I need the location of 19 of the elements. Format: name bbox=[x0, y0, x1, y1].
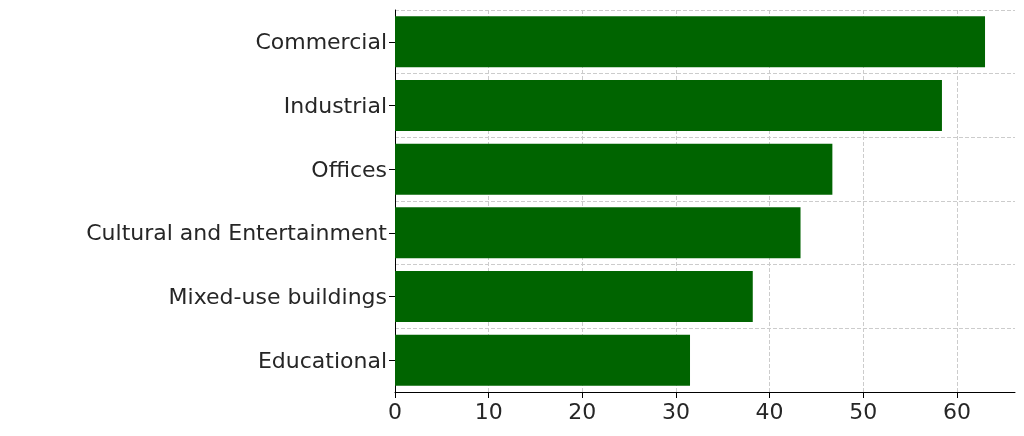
x-tick-label: 40 bbox=[755, 398, 784, 424]
y-tick-label: Mixed-use buildings bbox=[168, 284, 387, 309]
y-tick-label: Industrial bbox=[283, 93, 387, 118]
bar bbox=[395, 143, 833, 195]
y-tick-label: Offices bbox=[311, 156, 387, 182]
bar bbox=[395, 207, 801, 259]
bar bbox=[395, 80, 942, 131]
x-tick-label: 20 bbox=[568, 398, 597, 424]
bar bbox=[395, 16, 986, 68]
x-tick-label: 50 bbox=[849, 398, 878, 424]
y-tick-label: Commercial bbox=[255, 29, 387, 55]
y-tick-label: Educational bbox=[257, 347, 387, 373]
x-tick-label: 60 bbox=[942, 398, 971, 424]
bar bbox=[395, 334, 691, 386]
bar bbox=[395, 271, 753, 322]
y-tick-label: Cultural and Entertainment bbox=[86, 220, 388, 246]
x-tick-label: 10 bbox=[474, 398, 503, 424]
x-tick-label: 30 bbox=[661, 398, 690, 424]
x-tick-label: 0 bbox=[388, 398, 402, 424]
